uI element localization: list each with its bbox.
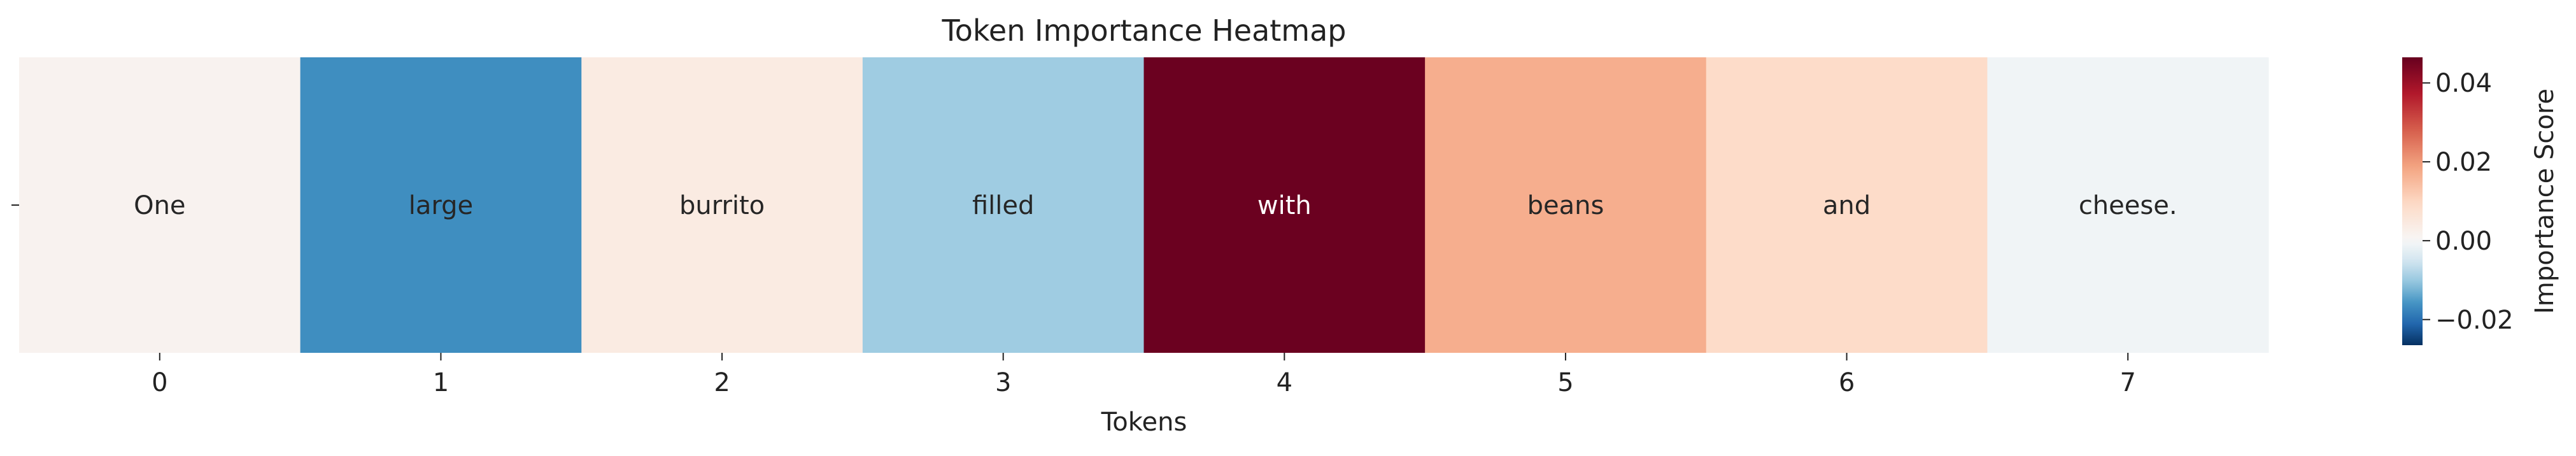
cell-token-label: with: [1257, 191, 1312, 220]
heatmap-cell-labels: One large burrito filled with beans and cheese.: [134, 191, 2177, 220]
heatmap-cell: [1706, 57, 1988, 353]
heatmap-cell: [1425, 57, 1707, 353]
x-tick-label: 1: [433, 368, 449, 397]
x-tick-label: 5: [1557, 368, 1573, 397]
x-tick-label: 4: [1277, 368, 1292, 397]
colorbar-gradient: [2402, 57, 2423, 345]
colorbar-tick-label: 0.00: [2435, 227, 2492, 256]
heatmap-cell: [1143, 57, 1426, 353]
x-axis-ticks: 0 1 2 3 4 5 6 7: [152, 353, 2136, 397]
colorbar-label: Importance Score: [2530, 89, 2559, 314]
x-tick-label: 2: [714, 368, 730, 397]
cell-token-label: cheese.: [2079, 191, 2177, 220]
x-tick-label: 0: [152, 368, 167, 397]
colorbar-tick-label: 0.02: [2435, 148, 2492, 177]
x-axis-label: Tokens: [1101, 408, 1187, 437]
chart-title: Token Importance Heatmap: [941, 13, 1346, 48]
cell-token-label: burrito: [679, 191, 765, 220]
cell-token-label: filled: [972, 191, 1034, 220]
colorbar: −0.02 0.00 0.02 0.04 Importance Score: [2402, 57, 2559, 345]
cell-token-label: One: [134, 191, 185, 220]
x-tick-label: 7: [2120, 368, 2135, 397]
cell-token-label: beans: [1527, 191, 1604, 220]
heatmap-cells: [19, 57, 2269, 353]
x-tick-label: 3: [995, 368, 1011, 397]
colorbar-tick-label: −0.02: [2435, 306, 2514, 335]
x-tick-label: 6: [1839, 368, 1855, 397]
colorbar-tick-label: 0.04: [2435, 69, 2492, 98]
heatmap-cell: [300, 57, 582, 353]
colorbar-ticks: −0.02 0.00 0.02 0.04: [2423, 69, 2514, 335]
heatmap-cell: [1987, 57, 2269, 353]
cell-token-label: and: [1823, 191, 1871, 220]
cell-token-label: large: [409, 191, 473, 220]
heatmap-cell: [581, 57, 863, 353]
heatmap-cell: [19, 57, 301, 353]
heatmap-cell: [862, 57, 1144, 353]
